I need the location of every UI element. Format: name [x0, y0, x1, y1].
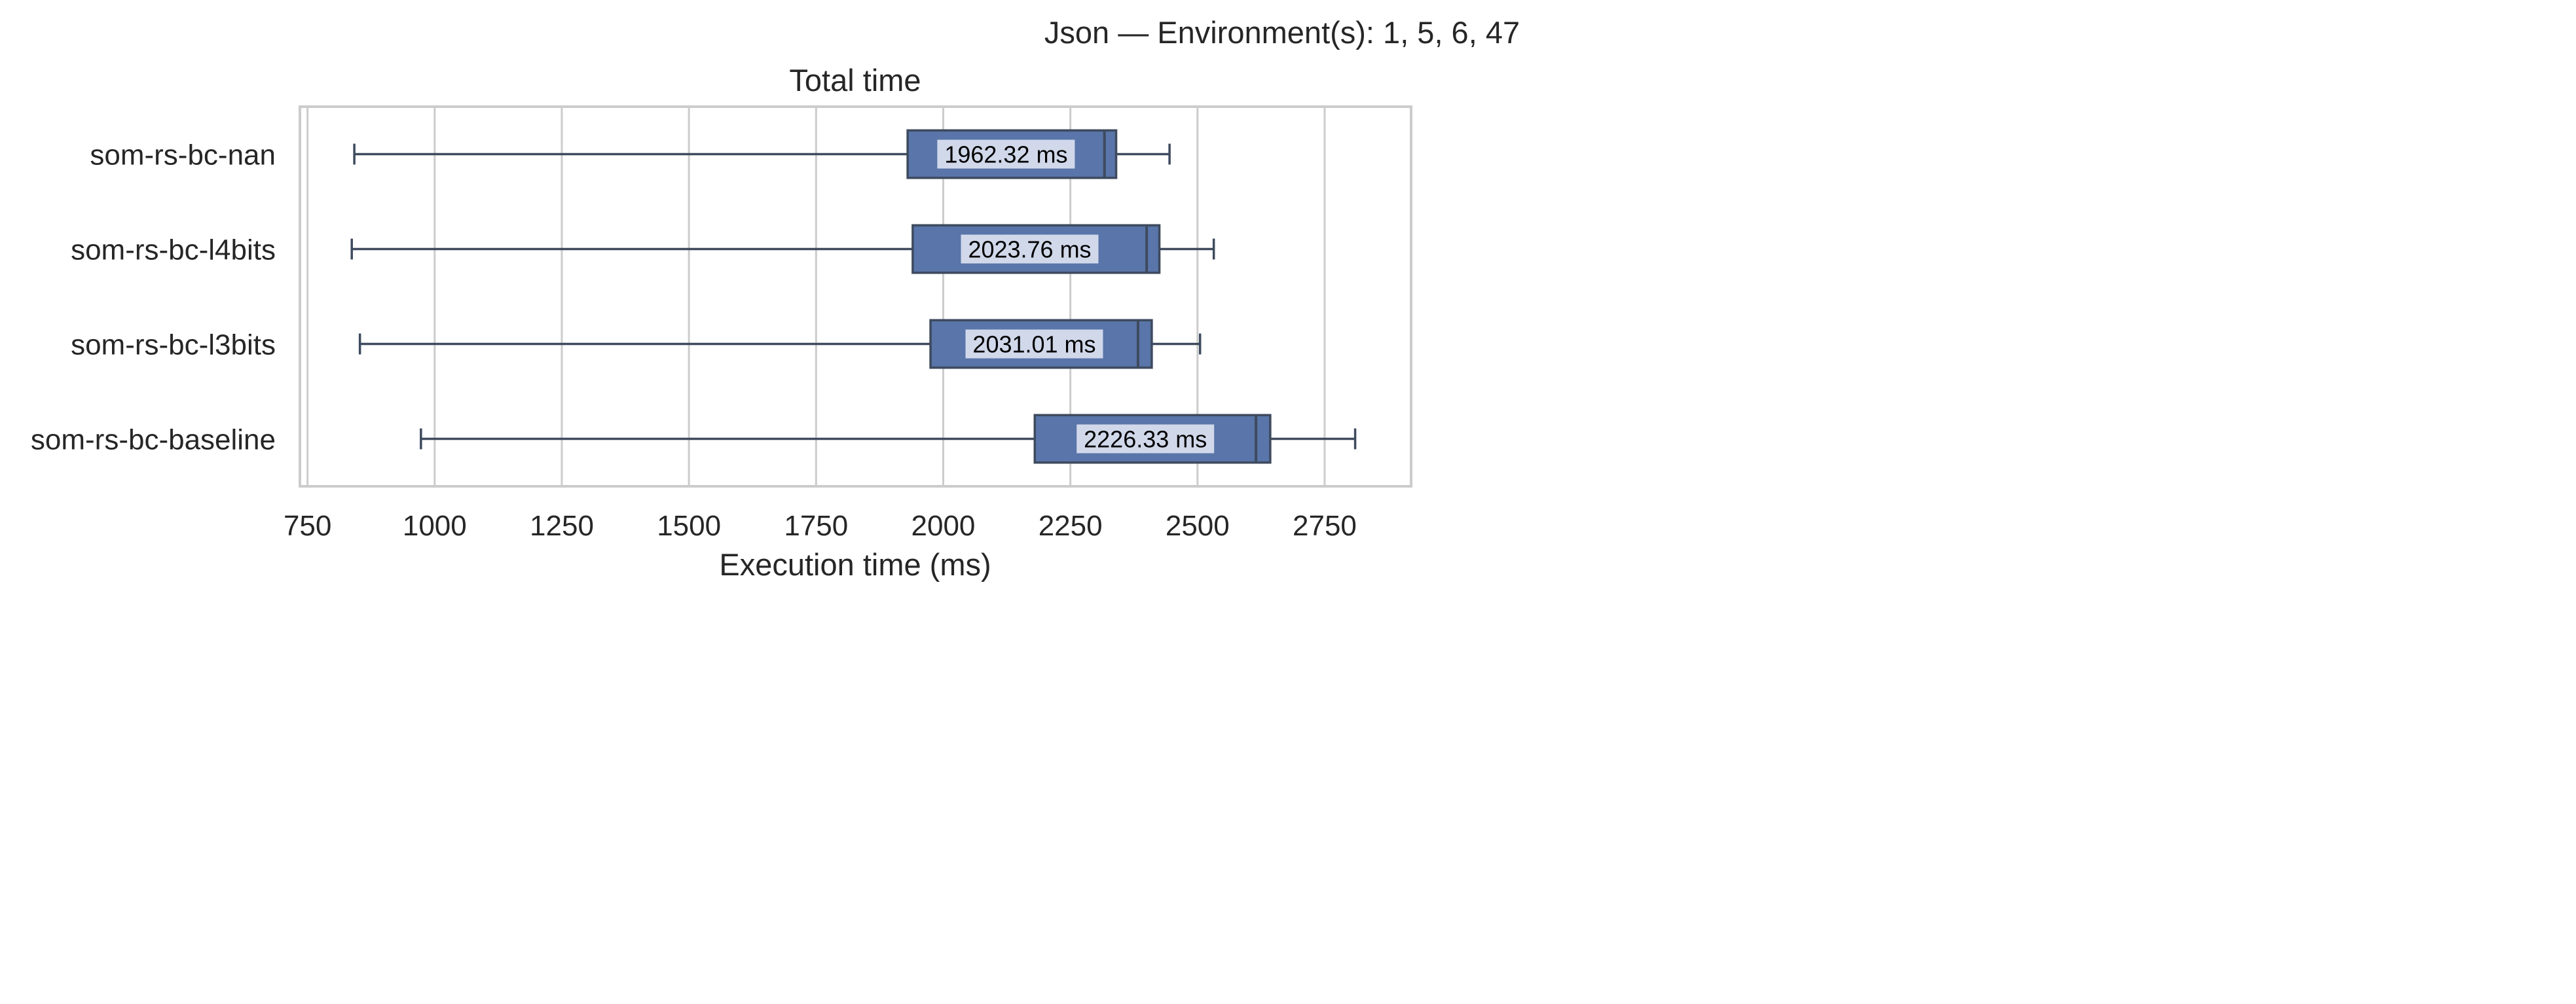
- axes-title: Total time: [789, 63, 921, 98]
- mean-data-label: 2023.76 ms: [968, 236, 1091, 263]
- y-category-label: som-rs-bc-baseline: [31, 424, 276, 456]
- mean-data-label: 1962.32 ms: [944, 141, 1067, 168]
- x-tick-label: 2500: [1166, 510, 1230, 542]
- mean-data-label: 2031.01 ms: [972, 331, 1095, 358]
- x-tick-label: 1250: [530, 510, 594, 542]
- x-tick-label: 1000: [403, 510, 467, 542]
- data-label-background: [937, 139, 1075, 169]
- x-tick-label: 750: [284, 510, 331, 542]
- y-category-label: som-rs-bc-l3bits: [71, 329, 276, 361]
- data-label-background: [1076, 424, 1215, 454]
- x-axis-label: Execution time (ms): [719, 547, 991, 582]
- mean-data-label: 2226.33 ms: [1084, 426, 1207, 453]
- x-tick-label: 2750: [1293, 510, 1357, 542]
- figure-suptitle: Json — Environment(s): 1, 5, 6, 47: [1044, 15, 1520, 50]
- plot-area-frame: [299, 105, 1412, 488]
- data-label-background: [961, 234, 1099, 264]
- x-tick-label: 1750: [784, 510, 848, 542]
- data-label-background: [965, 329, 1103, 359]
- x-tick-label: 2250: [1039, 510, 1103, 542]
- box-plots: 1962.32 ms 2023.76 ms 2031.01 ms 2226.33 ms: [350, 129, 1357, 464]
- y-category-label: som-rs-bc-l4bits: [71, 234, 276, 266]
- x-tick-labels: 750 1000 1250 1500 1750 2000 2250 2500 2750: [284, 510, 1357, 542]
- y-category-label: som-rs-bc-nan: [90, 139, 276, 171]
- x-tick-label: 2000: [911, 510, 976, 542]
- x-tick-label: 1500: [657, 510, 721, 542]
- y-category-labels: som-rs-bc-nan som-rs-bc-l4bits som-rs-bc-l…: [31, 139, 276, 456]
